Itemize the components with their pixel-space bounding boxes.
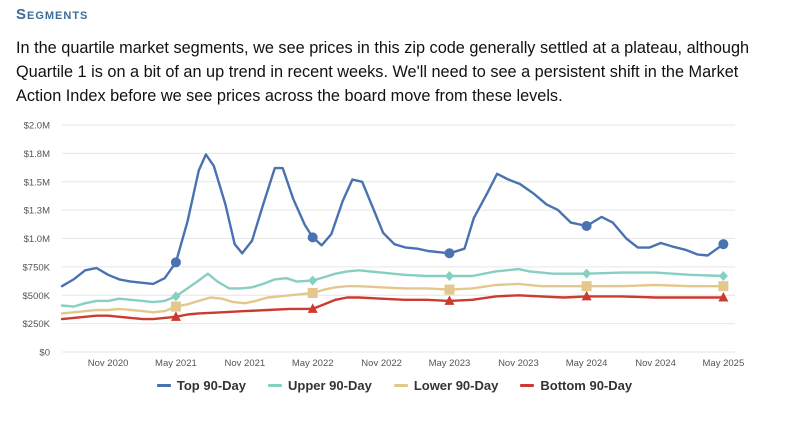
data-point-marker [718,281,729,292]
y-tick-label: $2.0M [24,121,50,132]
data-point-marker [581,281,592,292]
data-point-marker [581,221,592,232]
x-tick-label: May 2025 [703,358,745,369]
series-line-2 [60,282,725,315]
x-tick-label: May 2024 [566,358,608,369]
chart-legend: Top 90-Day Upper 90-Day Lower 90-Day Bottom… [0,378,789,393]
x-tick-label: May 2023 [429,358,471,369]
series-line-1 [60,267,725,308]
x-tick-label: Nov 2024 [635,358,676,369]
data-point-marker [718,239,729,250]
legend-swatch [268,384,282,387]
series-line-3 [60,294,725,321]
legend-swatch [393,384,408,387]
data-point-marker [307,232,318,243]
data-point-marker [444,270,454,281]
y-tick-label: $1.8M [24,149,50,160]
legend-item[interactable]: Upper 90-Day [268,378,372,393]
data-point-marker [444,295,455,305]
legend-swatch [520,384,535,387]
data-point-marker [170,257,181,268]
data-point-marker [170,301,181,312]
y-tick-label: $1.3M [24,206,50,217]
data-point-marker [718,270,728,281]
y-tick-label: $1.0M [24,234,50,245]
legend-label: Bottom 90-Day [540,378,633,393]
y-tick-label: $500K [23,291,51,302]
x-tick-label: Nov 2023 [498,358,539,369]
data-point-marker [444,284,455,295]
data-point-marker [308,275,318,286]
data-point-marker [307,303,318,313]
y-tick-label: $750K [23,262,51,273]
legend-label: Lower 90-Day [413,378,499,393]
data-point-marker [718,292,729,302]
y-tick-label: $250K [23,319,51,330]
section-title: Segments [16,6,89,23]
x-tick-label: Nov 2021 [225,358,266,369]
data-point-marker [170,311,181,321]
x-tick-label: Nov 2020 [88,358,129,369]
legend-item[interactable]: Lower 90-Day [393,378,499,393]
segments-line-chart: $0 $250K $500K $750K $1.0M $1.3M $1.5M $1.8M $2.… [23,121,745,370]
y-tick-label: $0 [39,348,50,359]
data-point-marker [171,291,181,302]
section-description: In the quartile market segments, we see … [16,39,750,105]
x-tick-label: May 2021 [155,358,197,369]
data-point-marker [581,290,592,301]
legend-item[interactable]: Bottom 90-Day [520,378,632,393]
legend-label: Upper 90-Day [288,378,372,393]
x-tick-label: Nov 2022 [361,358,402,369]
series-line-0 [60,153,725,288]
legend-label: Top 90-Day [176,378,246,393]
data-point-marker [444,248,455,259]
data-point-marker [582,268,592,279]
x-tick-label: May 2022 [292,358,334,369]
data-point-marker [307,287,318,298]
legend-item[interactable]: Top 90-Day [156,378,246,393]
y-tick-label: $1.5M [24,177,50,188]
legend-swatch [156,384,171,387]
